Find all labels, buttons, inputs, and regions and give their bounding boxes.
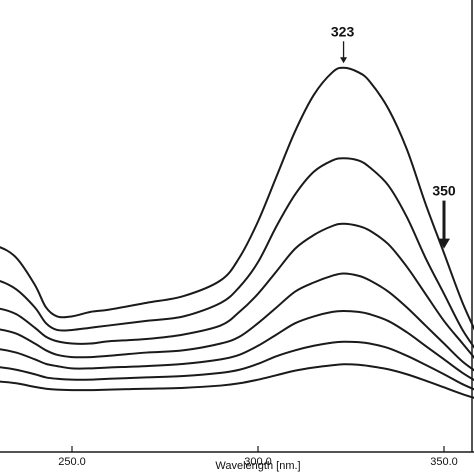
x-axis-title: Wavelength [nm.] bbox=[215, 460, 300, 472]
x-tick-label: 300.0 bbox=[244, 456, 272, 468]
spectrum-curve-5 bbox=[0, 309, 474, 382]
peak-label-323: 323 bbox=[331, 23, 355, 39]
x-tick-label: 250.0 bbox=[58, 456, 86, 468]
annotations-group: 323 350 bbox=[331, 23, 456, 249]
arrow-head-323 bbox=[340, 57, 348, 64]
curves-group bbox=[0, 66, 474, 399]
arrow-head-350 bbox=[438, 238, 450, 249]
x-tick-label: 350.0 bbox=[430, 456, 458, 468]
x-ticks-group: 250.0 300.0 350.0 bbox=[58, 446, 458, 468]
spectrum-curve-2 bbox=[0, 157, 474, 349]
peak-label-350: 350 bbox=[432, 183, 456, 199]
spectrum-curve-6 bbox=[0, 340, 474, 391]
spectrum-curve-3 bbox=[0, 222, 474, 359]
spectrum-curve-1 bbox=[0, 66, 474, 331]
spectrum-curve-4 bbox=[0, 272, 474, 372]
spectrum-curve-7 bbox=[0, 363, 474, 399]
